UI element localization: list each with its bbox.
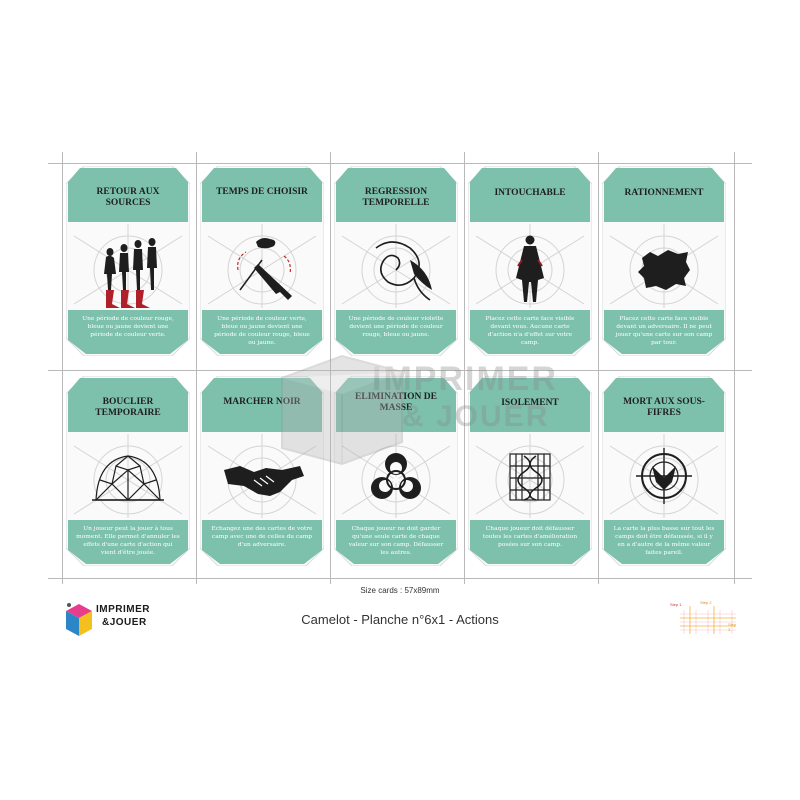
step-2-label: Step 2 xyxy=(700,600,712,605)
action-card: INTOUCHABLE Placez cette carte face visi… xyxy=(468,166,592,356)
action-card: BOUCLIER TEMPORAIRE Un joueur peut la jo… xyxy=(66,376,190,566)
card-text: La carte la plus basse sur tout les camp… xyxy=(613,526,715,556)
card-frame xyxy=(468,376,592,566)
card-text: Chaque joueur ne doit garder qu'une seul… xyxy=(348,526,444,556)
action-card: REGRESSION TEMPORELLE Une période de cou… xyxy=(334,166,458,356)
action-card: RETOUR AUX SOURCES Une période de couleu… xyxy=(66,166,190,356)
cut-line xyxy=(48,370,752,371)
sheet-title: Camelot - Planche n°6x1 - Actions xyxy=(301,612,499,627)
action-card: TEMPS DE CHOISIR Une période de couleur … xyxy=(200,166,324,356)
biohazard-icon xyxy=(371,453,421,499)
card-text: Echangez une des cartes de votre camp av… xyxy=(211,526,313,548)
publisher-logo: IMPRIMER &JOUER xyxy=(64,600,154,640)
logo-line1: IMPRIMER xyxy=(96,604,150,615)
cut-line xyxy=(598,152,599,584)
cube-logo-icon xyxy=(66,603,92,636)
card-size-label: Size cards : 57x89mm xyxy=(360,586,440,595)
step-1-label: Step 1 xyxy=(670,602,682,607)
watermark-box-icon xyxy=(281,354,403,466)
watermark-line1: IMPRIMER xyxy=(372,360,558,398)
cut-line xyxy=(196,152,197,584)
card-title: BOUCLIER TEMPORAIRE xyxy=(95,397,161,418)
action-card: ISOLEMENT Chaque joueur doit défausser t… xyxy=(468,376,592,566)
card-title: INTOUCHABLE xyxy=(494,188,566,198)
card-title: TEMPS DE CHOISIR xyxy=(216,187,308,197)
rifle-and-cloth-icon xyxy=(237,238,292,300)
cut-line xyxy=(48,578,752,579)
card-title: ELIMINATION DE MASSE xyxy=(355,392,437,413)
action-card: MARCHER NOIR Echangez une des cartes de … xyxy=(200,376,324,566)
card-title: MARCHER NOIR xyxy=(223,397,301,407)
cut-line xyxy=(62,152,63,584)
card-text: Une période de couleur violette devient … xyxy=(348,316,444,338)
ration-ticket-icon xyxy=(638,250,690,290)
cut-line xyxy=(464,152,465,584)
action-card: ELIMINATION DE MASSE Chaque joueur ne do… xyxy=(334,376,458,566)
evolution-icon xyxy=(104,238,157,308)
watermark: IMPRIMER & JOUER xyxy=(272,338,562,468)
action-card: RATIONNEMENT Placez cette carte face vis… xyxy=(602,166,726,356)
crosshair-target-icon xyxy=(636,448,692,504)
step-3-label: Step 3 xyxy=(728,622,737,632)
dna-cage-icon xyxy=(509,453,551,501)
geodesic-dome-icon xyxy=(92,455,164,501)
card-text: Une période de couleur verte, bleue ou j… xyxy=(214,316,310,346)
action-card: MORT AUX SOUS-FIFRES La carte la plus ba… xyxy=(602,376,726,566)
logo-line2: &JOUER xyxy=(102,617,147,628)
card-text: Placez cette carte face visible devant u… xyxy=(615,316,713,346)
cut-line xyxy=(330,152,331,584)
cut-line xyxy=(734,152,735,584)
step-grid-icon xyxy=(680,606,736,634)
print-steps-diagram: Step 1 Step 2 Step 3 xyxy=(670,600,738,636)
card-text: Chaque joueur doit défausser toutes les … xyxy=(482,526,578,548)
card-title: RATIONNEMENT xyxy=(624,188,704,198)
card-text: Une période de couleur rouge, bleue ou j… xyxy=(82,316,174,338)
card-title: MORT AUX SOUS-FIFRES xyxy=(623,397,705,418)
spiral-vortex-icon xyxy=(375,241,432,301)
card-title: ISOLEMENT xyxy=(501,398,559,408)
card-title: RETOUR AUX SOURCES xyxy=(96,187,160,208)
card-title: REGRESSION TEMPORELLE xyxy=(362,187,430,208)
card-text: Placez cette carte face visible devant v… xyxy=(485,316,575,346)
card-text: Un joueur peut la jouer à tous moment. E… xyxy=(76,526,180,556)
card-frame xyxy=(334,166,458,356)
watermark-line2: & JOUER xyxy=(402,400,550,433)
handshake-icon xyxy=(224,466,304,496)
cloaked-figure-icon xyxy=(516,235,544,302)
cut-line xyxy=(48,163,752,164)
